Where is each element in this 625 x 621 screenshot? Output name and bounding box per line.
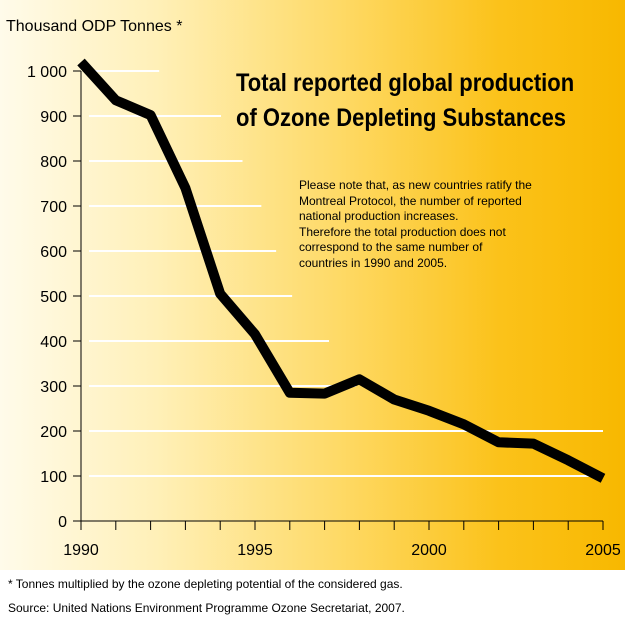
grid-lines xyxy=(89,70,603,477)
x-tick-label: 2000 xyxy=(411,542,447,559)
axes: 0 100 200 300 400 500 600 700 800 900 1 000 1990 199… xyxy=(27,64,621,559)
note-line: Please note that, as new countries ratif… xyxy=(299,178,532,192)
note-line: countries in 1990 and 2005. xyxy=(299,255,448,270)
line-chart: 0 100 200 300 400 500 600 700 800 900 1 000 1990 199… xyxy=(27,58,621,559)
y-tick-label: 900 xyxy=(40,109,67,126)
source-text: Source: United Nations Environment Progr… xyxy=(8,601,405,615)
note-line: national production increases. xyxy=(299,209,459,223)
y-tick-label: 300 xyxy=(40,379,67,396)
x-tick-label: 2005 xyxy=(585,542,621,559)
y-tick-label: 600 xyxy=(40,244,67,261)
x-tick-label: 1995 xyxy=(237,542,273,559)
chart-panel: 0 100 200 300 400 500 600 700 800 900 1 000 1990 199… xyxy=(0,0,625,570)
chart-title-line-1: Total reported global production xyxy=(236,69,575,97)
x-tick-label: 1990 xyxy=(63,542,99,559)
y-tick-label: 0 xyxy=(58,514,67,531)
chart-title: Total reported global production of Ozon… xyxy=(236,66,575,136)
note-line: correspond to the same number of xyxy=(299,240,483,254)
footnote: * Tonnes multiplied by the ozone depleti… xyxy=(8,577,403,591)
note-line: Therefore the total production does not xyxy=(299,224,506,239)
y-axis-label: Thousand ODP Tonnes * xyxy=(6,18,183,35)
note-line: Montreal Protocol, the number of reporte… xyxy=(299,193,522,208)
y-tick-label: 1 000 xyxy=(27,64,67,81)
y-tick-label: 700 xyxy=(40,199,67,216)
y-tick-label: 800 xyxy=(40,154,67,171)
data-line xyxy=(77,58,606,483)
chart-title-line-2: of Ozone Depleting Substances xyxy=(236,104,567,132)
y-tick-label: 100 xyxy=(40,469,67,486)
note-text: Please note that, as new countries ratif… xyxy=(299,178,599,271)
y-tick-label: 400 xyxy=(40,334,67,351)
y-tick-label: 200 xyxy=(40,424,67,441)
y-tick-label: 500 xyxy=(40,289,67,306)
series-layer xyxy=(77,58,606,483)
